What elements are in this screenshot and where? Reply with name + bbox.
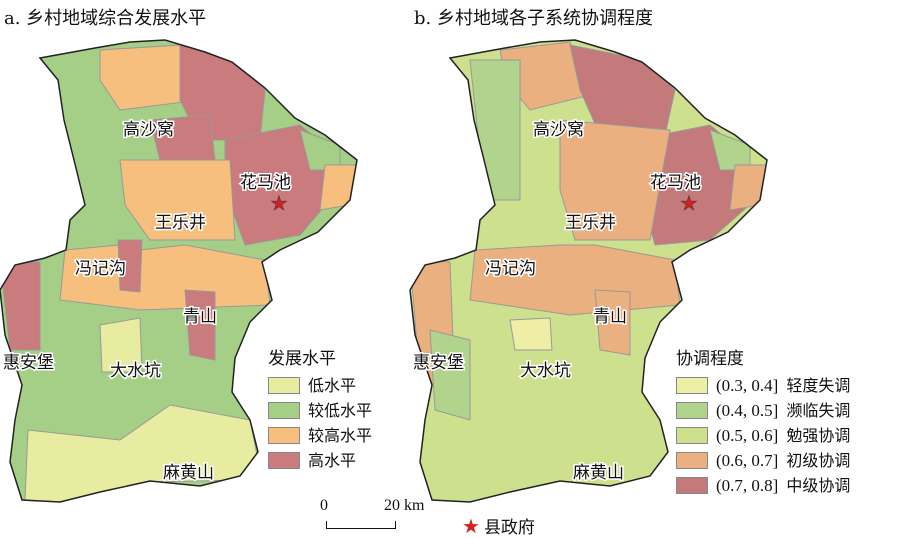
scale-max: 20 km bbox=[384, 497, 425, 514]
panel-a-title: a. 乡村地域综合发展水平 bbox=[4, 8, 207, 29]
map-a-region bbox=[149, 114, 216, 161]
map-b-town-label: 惠安堡 bbox=[413, 353, 464, 373]
map-b-town-label: 王乐井 bbox=[565, 213, 616, 233]
legend-swatch bbox=[676, 477, 708, 494]
map-b-town-label: 大水坑 bbox=[520, 361, 571, 381]
legend-b-item: (0.6, 0.7] 初级协调 bbox=[676, 448, 850, 473]
county-seat-legend: ★ 县政府 bbox=[462, 513, 535, 538]
county-seat-label: 县政府 bbox=[483, 518, 535, 538]
map-a-region bbox=[99, 317, 143, 373]
map-b-region bbox=[429, 329, 471, 421]
legend-b-item: (0.3, 0.4] 轻度失调 bbox=[676, 373, 850, 398]
map-a-region bbox=[184, 289, 216, 361]
map-a-region bbox=[99, 44, 201, 111]
legend-a-item: 较低水平 bbox=[268, 398, 372, 423]
map-a-town-label: 惠安堡 bbox=[3, 353, 54, 373]
legend-b-item: (0.4, 0.5] 濒临失调 bbox=[676, 398, 850, 423]
legend-swatch bbox=[676, 402, 708, 419]
legend-b: 协调程度 (0.3, 0.4] 轻度失调 (0.4, 0.5] 濒临失调 (0.5,… bbox=[676, 347, 850, 498]
map-b-town-label: 青山 bbox=[593, 307, 627, 327]
map-b-region bbox=[594, 289, 631, 356]
map-b-town-label: 高沙窝 bbox=[533, 120, 584, 140]
legend-swatch bbox=[676, 452, 708, 469]
map-a-town-label: 麻黄山 bbox=[163, 463, 214, 483]
legend-b-item: (0.5, 0.6] 勉强协调 bbox=[676, 423, 850, 448]
legend-swatch bbox=[268, 377, 300, 394]
red-star-icon: ★ bbox=[270, 191, 288, 215]
map-b-town-label: 花马池 bbox=[650, 173, 701, 193]
scale-line bbox=[326, 521, 396, 529]
legend-b-item: (0.7, 0.8] 中级协调 bbox=[676, 473, 850, 498]
legend-swatch bbox=[676, 427, 708, 444]
legend-b-title: 协调程度 bbox=[676, 349, 744, 369]
red-star-icon: ★ bbox=[462, 513, 480, 538]
scale-zero: 0 bbox=[320, 497, 328, 514]
legend-swatch bbox=[268, 402, 300, 419]
map-a-town-label: 王乐井 bbox=[155, 213, 206, 233]
panel-b-title: b. 乡村地域各子系统协调程度 bbox=[414, 8, 653, 29]
map-b-region bbox=[559, 119, 671, 241]
legend-a-title: 发展水平 bbox=[268, 349, 336, 369]
map-a-town-label: 青山 bbox=[183, 307, 217, 327]
map-a-town-label: 大水坑 bbox=[110, 361, 161, 381]
legend-a-item: 高水平 bbox=[268, 448, 372, 473]
legend-a-item: 低水平 bbox=[268, 373, 372, 398]
legend-a-item: 较高水平 bbox=[268, 423, 372, 448]
map-a-town-label: 高沙窝 bbox=[123, 120, 174, 140]
map-a-region bbox=[117, 239, 143, 293]
map-a-town-label: 冯记沟 bbox=[75, 259, 126, 279]
map-b-region bbox=[509, 317, 553, 351]
map-a-town-label: 花马池 bbox=[240, 173, 291, 193]
map-b-town-label: 冯记沟 bbox=[485, 259, 536, 279]
map-b-region bbox=[469, 244, 681, 316]
legend-swatch bbox=[268, 452, 300, 469]
map-b-region bbox=[469, 59, 521, 201]
red-star-icon: ★ bbox=[680, 191, 698, 215]
legend-swatch bbox=[268, 427, 300, 444]
legend-swatch bbox=[676, 377, 708, 394]
map-b-town-label: 麻黄山 bbox=[573, 463, 624, 483]
legend-a: 发展水平 低水平 较低水平 较高水平 高水平 bbox=[268, 347, 372, 473]
